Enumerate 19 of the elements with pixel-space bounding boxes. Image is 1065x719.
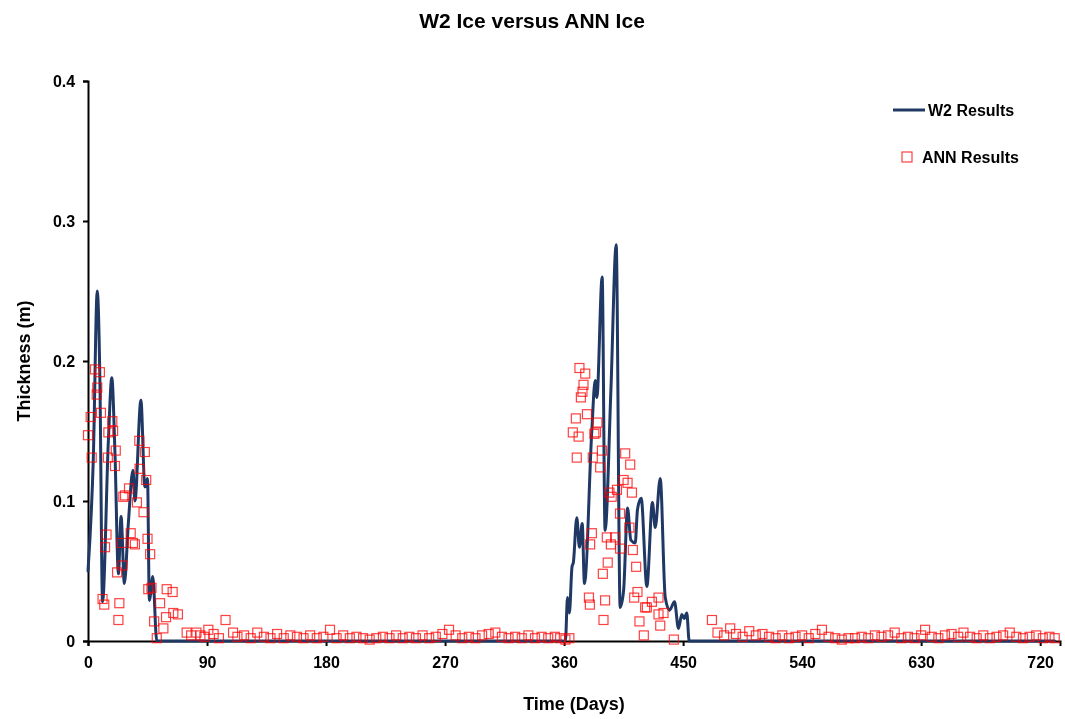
legend-label: ANN Results [922, 149, 1020, 166]
x-tick-label: 0 [84, 654, 94, 672]
x-tick-label: 270 [432, 654, 460, 672]
x-tick-label: 540 [789, 654, 817, 672]
y-tick-label: 0.4 [52, 72, 76, 90]
y-tick-label: 0.1 [52, 492, 76, 510]
x-tick-label: 360 [551, 654, 579, 672]
x-tick-label: 630 [908, 654, 936, 672]
x-tick-label: 720 [1027, 654, 1055, 672]
y-tick-label: 0.3 [52, 212, 76, 230]
legend-label: W2 Results [928, 102, 1015, 119]
chart-title: W2 Ice versus ANN Ice [419, 9, 645, 32]
y-tick-label: 0 [66, 632, 76, 650]
x-tick-label: 90 [198, 654, 217, 672]
x-tick-label: 180 [313, 654, 340, 672]
y-axis-title: Thickness (m) [14, 300, 34, 422]
y-tick-label: 0.2 [52, 352, 76, 370]
x-axis-title: Time (Days) [523, 694, 625, 714]
x-tick-label: 450 [670, 654, 698, 672]
